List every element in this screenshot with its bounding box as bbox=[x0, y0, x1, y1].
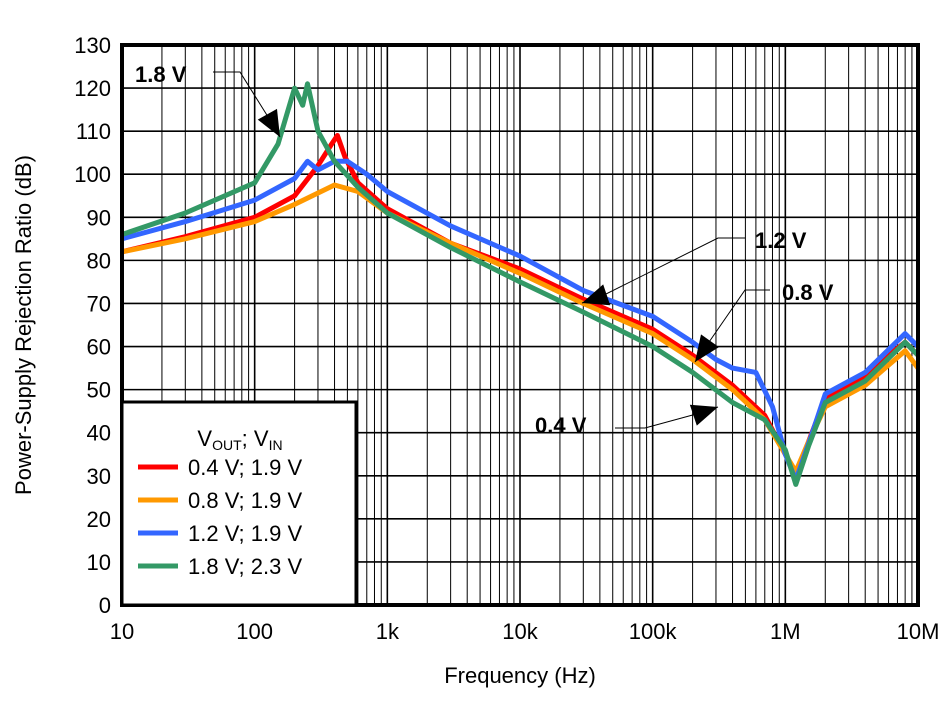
y-tick-label: 60 bbox=[87, 335, 111, 360]
y-tick-label: 130 bbox=[74, 33, 111, 58]
y-tick-label: 10 bbox=[87, 550, 111, 575]
y-tick-label: 100 bbox=[74, 162, 111, 187]
y-tick-label: 70 bbox=[87, 291, 111, 316]
y-tick-label: 110 bbox=[76, 119, 111, 144]
annotation-arrowhead-icon bbox=[257, 108, 280, 137]
series-group bbox=[121, 81, 921, 487]
x-tick-label: 100 bbox=[236, 619, 273, 644]
legend-label-1: 0.4 V; 1.9 V bbox=[188, 455, 302, 480]
annotation-label: 0.4 V bbox=[535, 413, 587, 438]
y-tick-label: 90 bbox=[87, 205, 111, 230]
annotation-label: 1.2 V bbox=[755, 228, 807, 253]
annotation-arrowhead-icon bbox=[695, 334, 719, 362]
annotation-arrowhead-icon bbox=[689, 404, 718, 426]
y-tick-label: 30 bbox=[87, 464, 111, 489]
y-tick-label: 20 bbox=[87, 507, 111, 532]
legend-box bbox=[120, 400, 358, 607]
x-tick-label: 1k bbox=[376, 619, 400, 644]
x-tick-label: 10 bbox=[110, 619, 134, 644]
x-tick-label: 10k bbox=[502, 619, 538, 644]
x-tick-label: 1M bbox=[770, 619, 801, 644]
y-tick-label: 0 bbox=[99, 593, 111, 618]
y-tick-label: 50 bbox=[87, 378, 111, 403]
legend-title: VOUT; VIN bbox=[197, 426, 282, 453]
y-tick-label: 40 bbox=[87, 421, 111, 446]
x-tick-label: 10M bbox=[897, 619, 940, 644]
y-axis-label: Power-Supply Rejection Ratio (dB) bbox=[11, 155, 36, 495]
legend: VOUT; VIN 0.4 V; 1.9 V 0.8 V; 1.9 V 1.2 V;… bbox=[120, 400, 358, 607]
x-tick-label: 100k bbox=[629, 619, 678, 644]
series-line-4 bbox=[121, 81, 920, 487]
legend-label-3: 1.2 V; 1.9 V bbox=[188, 521, 302, 546]
x-tick-labels: 10 100 1k 10k 100k 1M 10M bbox=[110, 619, 940, 644]
annotation-arrowhead-icon bbox=[582, 284, 611, 306]
y-tick-label: 80 bbox=[87, 248, 111, 273]
y-tick-labels: 0 10 20 30 40 50 60 70 80 90 100 110 120 130 bbox=[74, 33, 111, 618]
y-tick-label: 120 bbox=[74, 76, 111, 101]
annotations: 1.8 V 1.2 V 0.8 V 0.4 V bbox=[135, 62, 834, 438]
annotation-label: 1.8 V bbox=[135, 62, 187, 87]
series-line-1 bbox=[121, 133, 920, 479]
legend-label-4: 1.8 V; 2.3 V bbox=[188, 554, 302, 579]
legend-label-2: 0.8 V; 1.9 V bbox=[188, 488, 302, 513]
plot-frame bbox=[120, 43, 920, 607]
x-axis-label: Frequency (Hz) bbox=[444, 663, 596, 688]
annotation-leader-line bbox=[581, 237, 745, 304]
annotation-label: 0.8 V bbox=[782, 280, 834, 305]
